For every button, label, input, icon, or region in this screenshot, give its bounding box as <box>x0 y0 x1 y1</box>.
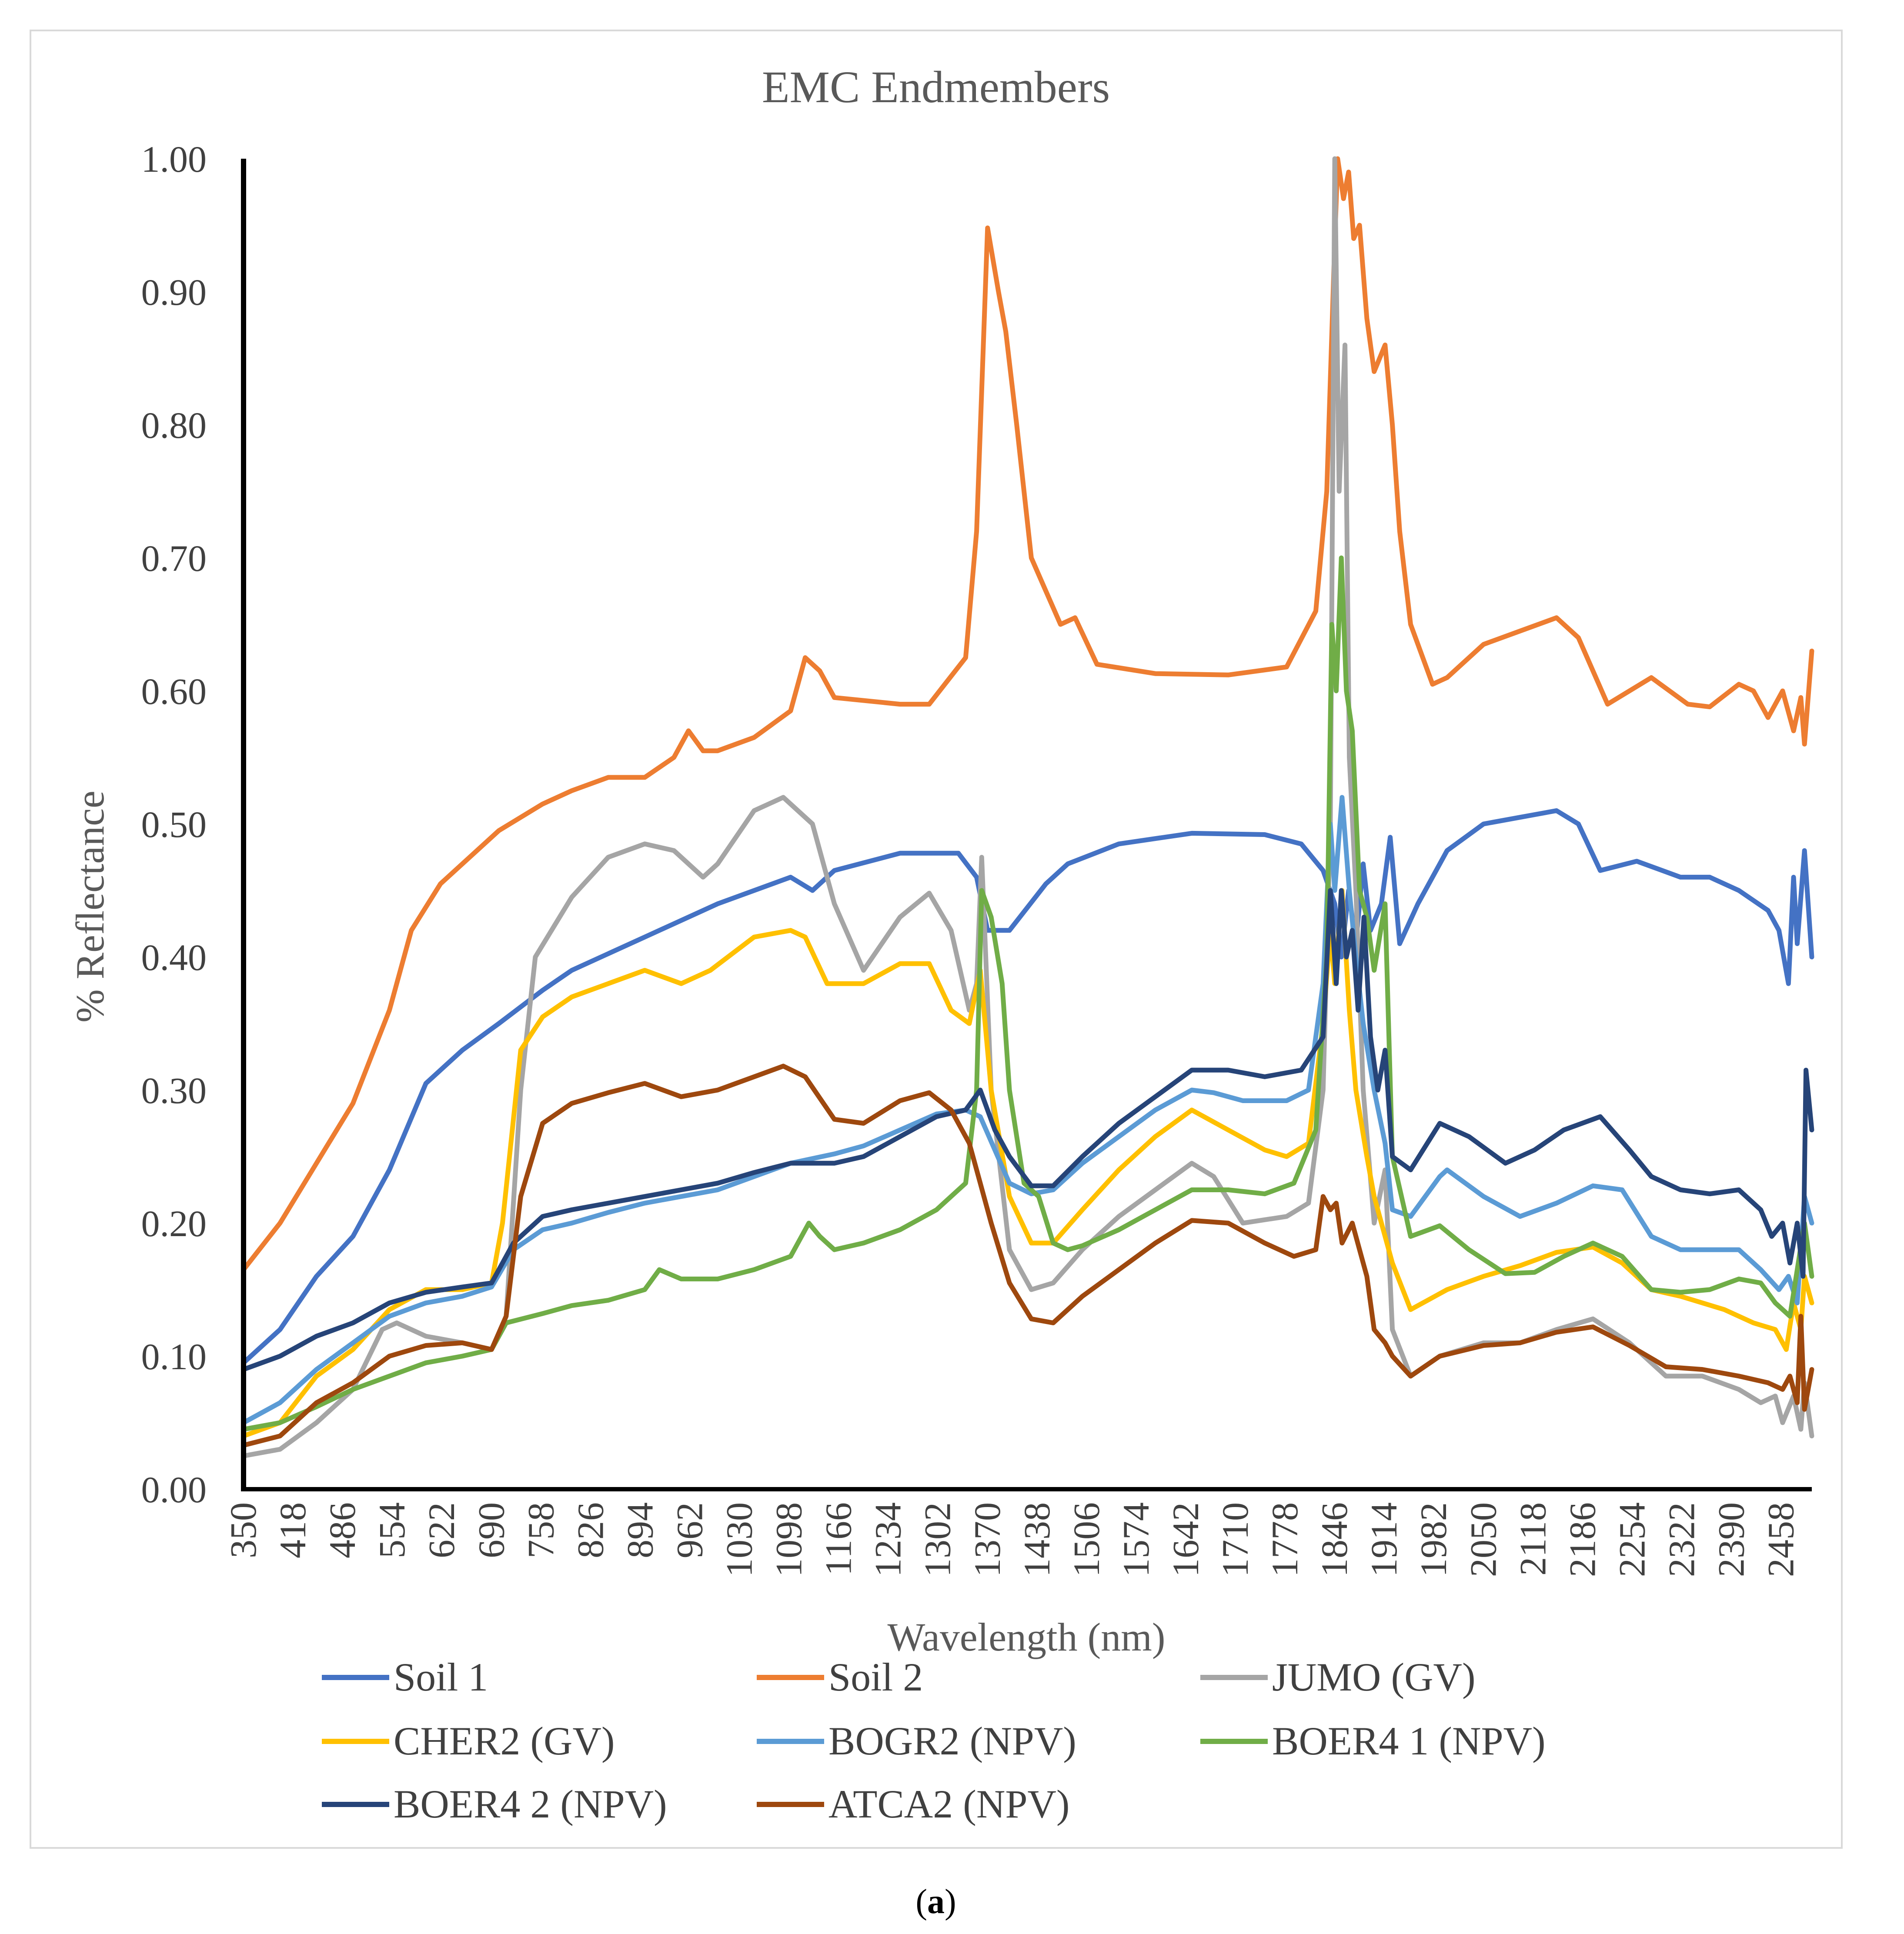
x-tick-label: 1574 <box>1115 1502 1157 1577</box>
x-tick-label: 1982 <box>1413 1502 1454 1577</box>
legend-label: BOGR2 (NPV) <box>828 1719 1076 1763</box>
x-tick-label: 1846 <box>1313 1502 1355 1577</box>
y-tick-label: 0.30 <box>141 1070 207 1111</box>
x-tick-label: 1370 <box>966 1502 1008 1577</box>
y-axis-ticks: 0.00 0.10 0.20 0.30 0.40 0.50 0.60 0.70 0.80 0.90… <box>141 138 207 1511</box>
series-line <box>241 888 1814 1439</box>
x-tick-label: 418 <box>272 1502 314 1558</box>
x-tick-label: 1234 <box>867 1502 909 1577</box>
x-tick-label: 1506 <box>1066 1502 1107 1577</box>
x-tick-label: 2118 <box>1512 1502 1553 1576</box>
x-tick-label: 622 <box>421 1502 462 1558</box>
x-tick-label: 1098 <box>768 1502 810 1577</box>
chart-frame <box>30 30 1843 1849</box>
legend-label: CHER2 (GV) <box>394 1719 615 1763</box>
x-tick-label: 962 <box>668 1502 710 1558</box>
chart-title: EMC Endmembers <box>762 62 1110 112</box>
y-tick-label: 0.10 <box>141 1336 207 1377</box>
x-tick-label: 554 <box>371 1502 413 1558</box>
x-tick-label: 1438 <box>1016 1502 1058 1577</box>
x-tick-label: 758 <box>520 1502 561 1558</box>
x-tick-label: 894 <box>619 1502 661 1558</box>
x-axis-title: Wavelength (nm) <box>888 1615 1166 1659</box>
x-tick-label: 2050 <box>1462 1502 1504 1577</box>
y-axis-title: % Reflectance <box>68 790 112 1023</box>
x-tick-label: 1030 <box>718 1502 760 1577</box>
series-line <box>241 555 1814 1432</box>
series-line <box>241 1064 1814 1448</box>
x-tick-label: 1710 <box>1214 1502 1256 1577</box>
x-tick-label: 2254 <box>1611 1502 1653 1577</box>
series-line <box>241 795 1814 1425</box>
legend-label: Soil 2 <box>828 1655 923 1699</box>
y-tick-label: 0.20 <box>141 1203 207 1244</box>
series-lines <box>241 156 1814 1458</box>
x-tick-label: 1302 <box>917 1502 959 1577</box>
x-tick-label: 1642 <box>1165 1502 1206 1577</box>
legend-label: BOER4 2 (NPV) <box>394 1782 667 1826</box>
legend-label: Soil 1 <box>394 1655 488 1699</box>
legend-label: BOER4 1 (NPV) <box>1272 1719 1546 1763</box>
x-tick-label: 2186 <box>1561 1502 1603 1577</box>
x-tick-label: 2322 <box>1660 1502 1702 1577</box>
series-line <box>241 156 1814 1458</box>
y-tick-label: 0.00 <box>141 1469 207 1511</box>
y-tick-label: 0.70 <box>141 537 207 579</box>
legend-label: JUMO (GV) <box>1272 1655 1476 1699</box>
y-tick-label: 0.80 <box>141 404 207 446</box>
x-axis-ticks: 350 418 486 554 622 690 758 826 894 962 1030 1098 11… <box>222 1502 1802 1577</box>
y-tick-label: 0.90 <box>141 271 207 313</box>
y-tick-label: 0.40 <box>141 937 207 978</box>
series-line <box>241 888 1814 1372</box>
y-tick-label: 0.50 <box>141 804 207 845</box>
x-tick-label: 690 <box>470 1502 512 1558</box>
series-line <box>241 808 1814 1365</box>
legend-label: ATCA2 (NPV) <box>828 1782 1070 1826</box>
y-tick-label: 1.00 <box>141 138 207 180</box>
x-tick-label: 1166 <box>818 1502 859 1576</box>
legend: Soil 1 Soil 2 JUMO (GV) CHER2 (GV) BOGR2 (NP… <box>322 1655 1546 1826</box>
x-tick-label: 1914 <box>1363 1502 1405 1577</box>
series-line <box>241 156 1814 1272</box>
figure-caption: (a) <box>915 1883 956 1921</box>
x-tick-label: 2458 <box>1760 1502 1802 1577</box>
x-tick-label: 2390 <box>1710 1502 1752 1577</box>
x-tick-label: 350 <box>222 1502 264 1558</box>
y-tick-label: 0.60 <box>141 670 207 712</box>
x-tick-label: 1778 <box>1264 1502 1306 1577</box>
x-tick-label: 826 <box>569 1502 611 1558</box>
x-tick-label: 486 <box>321 1502 363 1558</box>
